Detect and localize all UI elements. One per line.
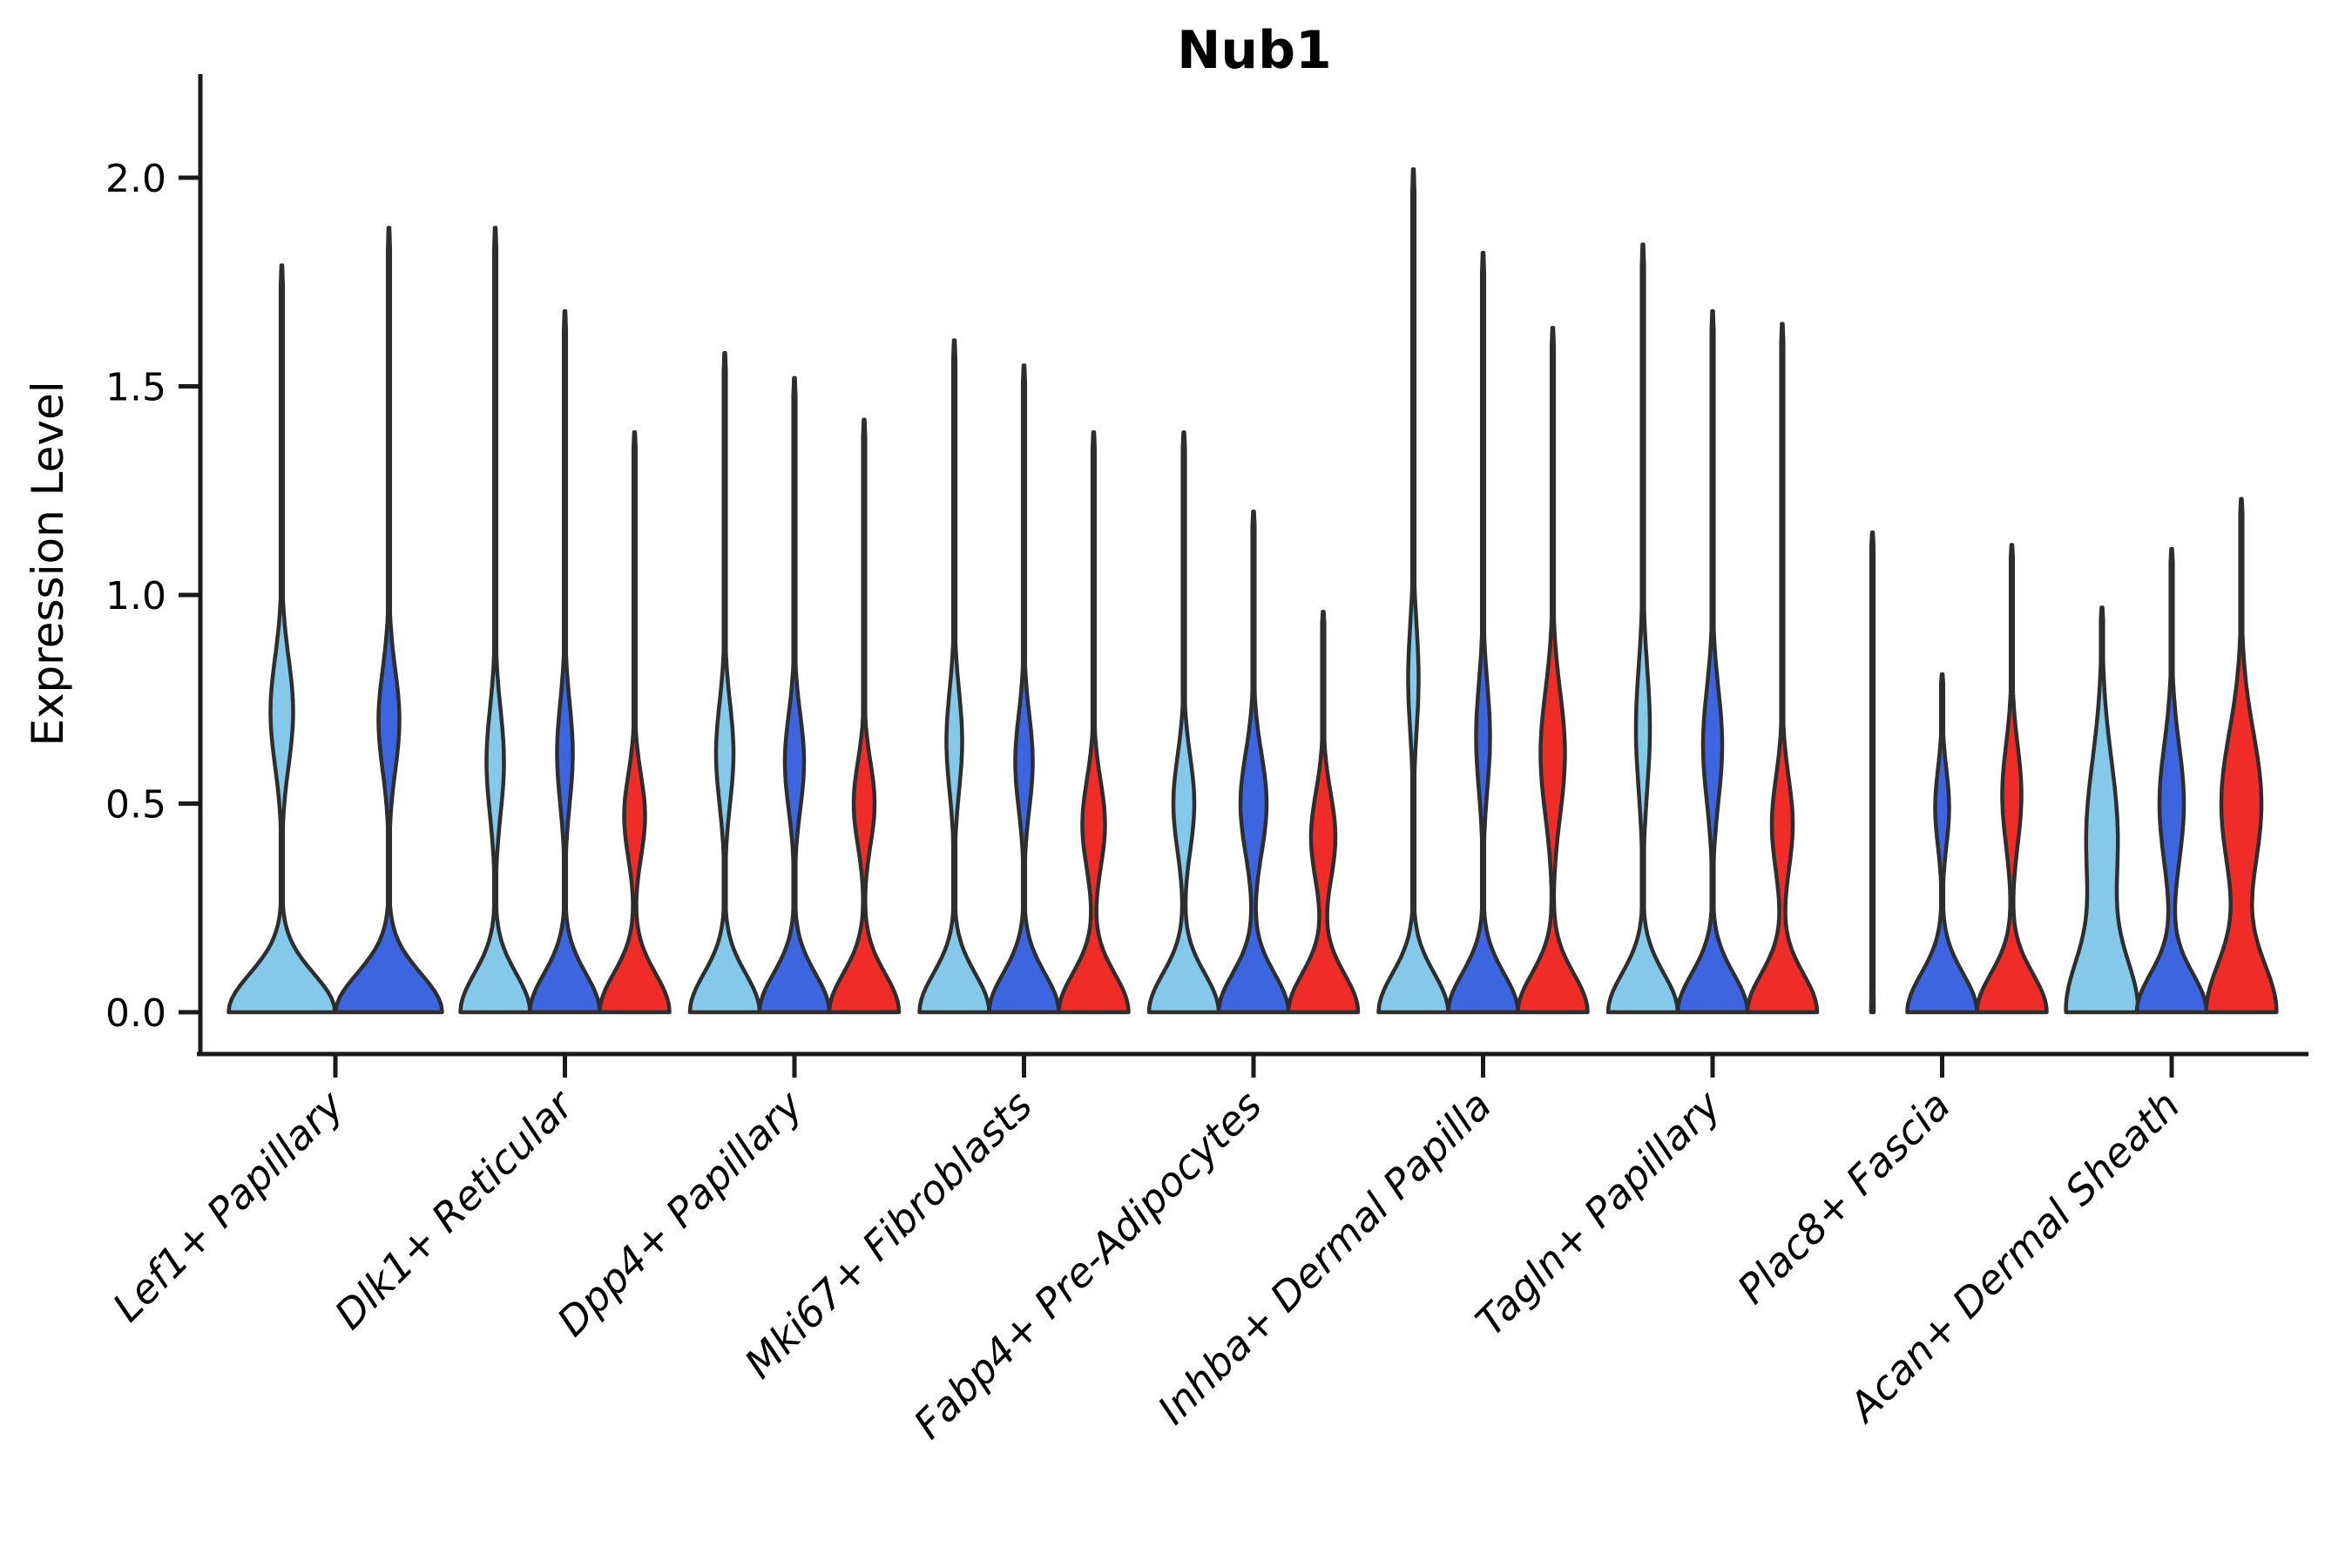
y-tick-label-0.5: 0.5 [105, 783, 166, 828]
x-tick-label-dpp4-papillary: Dpp4+ Papillary [548, 1081, 812, 1345]
x-tick-label-tagln-papillary: Tagln+ Papillary [1466, 1081, 1730, 1345]
x-tick-label-lef1-papillary: Lef1+ Papillary [104, 1081, 353, 1330]
violin-fabp4-pre-adipocytes-red [1286, 609, 1361, 1015]
violin-dlk1-reticular-light-blue [458, 226, 532, 1015]
violin-dpp4-papillary-light-blue [687, 350, 762, 1015]
violin-plac8-fascia-red [1975, 543, 2049, 1015]
y-tick-label-2.0: 2.0 [105, 157, 166, 201]
violin-tagln-papillary-red [1745, 321, 1820, 1015]
violin-dlk1-reticular-red [598, 429, 672, 1015]
x-tick-label-plac8-fascia: Plac8+ Fascia [1728, 1082, 1959, 1313]
violin-mki67-fibroblasts-light-blue [917, 338, 991, 1015]
violin-fabp4-pre-adipocytes-light-blue [1146, 429, 1221, 1015]
y-tick-label-1.5: 1.5 [105, 366, 166, 410]
chart-title: Nub1 [1177, 20, 1332, 81]
violin-fabp4-pre-adipocytes-dark-blue [1216, 509, 1291, 1015]
violin-inhba-dermal-papilla-light-blue [1376, 167, 1450, 1015]
violin-inhba-dermal-papilla-dark-blue [1446, 250, 1520, 1015]
violin-acan-dermal-sheath-dark-blue [2134, 547, 2209, 1015]
y-tick-labels: 0.0 0.5 1.0 1.5 2.0 [105, 157, 200, 1036]
violin-lef1-papillary-dark-blue [334, 226, 444, 1015]
violin-acan-dermal-sheath-light-blue [2064, 605, 2140, 1015]
y-axis-label: Expression Level [23, 381, 73, 746]
violin-acan-dermal-sheath-red [2204, 497, 2279, 1015]
violin-dpp4-papillary-dark-blue [757, 375, 832, 1015]
y-tick-label-0.0: 0.0 [105, 991, 166, 1036]
violin-lef1-papillary-light-blue [226, 263, 337, 1015]
x-tick-label-dlk1-reticular: Dlk1+ Reticular [326, 1079, 585, 1338]
violin-plac8-fascia-light-blue [1869, 530, 1876, 1015]
violin-inhba-dermal-papilla-red [1516, 326, 1590, 1015]
violin-mki67-fibroblasts-red [1057, 429, 1131, 1015]
y-tick-label-1.0: 1.0 [105, 574, 166, 618]
violin-dpp4-papillary-red [827, 417, 902, 1015]
violin-dlk1-reticular-dark-blue [528, 309, 602, 1015]
violin-mki67-fibroblasts-dark-blue [987, 363, 1061, 1015]
violin-plac8-fascia-dark-blue [1905, 672, 1979, 1015]
violins-layer [226, 167, 2279, 1015]
violin-tagln-papillary-dark-blue [1675, 309, 1750, 1015]
violin-tagln-papillary-light-blue [1605, 242, 1680, 1015]
